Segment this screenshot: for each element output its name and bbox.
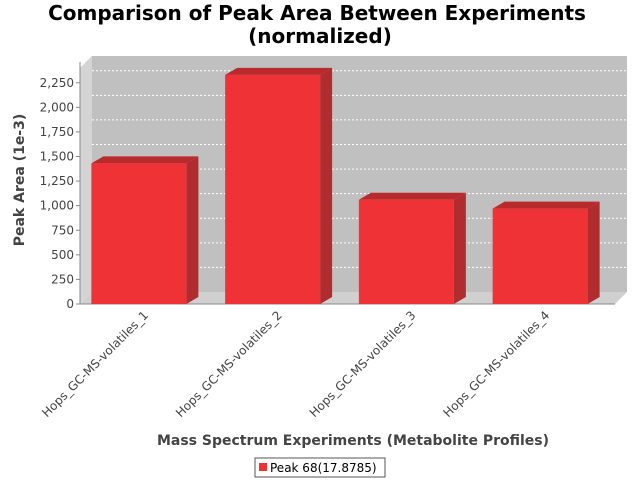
legend-swatch bbox=[259, 463, 267, 471]
y-tick-label: 2,250 bbox=[40, 76, 74, 90]
y-tick-label: 1,750 bbox=[40, 125, 74, 139]
x-tick-label: Hops_GC-MS-volatiles_4 bbox=[441, 308, 553, 420]
legend: Peak 68(17.8785) bbox=[254, 457, 386, 478]
chart-subtitle: (normalized) bbox=[248, 24, 392, 48]
legend-label: Peak 68(17.8785) bbox=[270, 461, 377, 475]
bar-side bbox=[453, 192, 466, 304]
y-tick-label: 1,500 bbox=[40, 150, 74, 164]
plot-area: 0 250 500 750 1,000 1,250 1,500 1,750 2,000 2,250… bbox=[39, 56, 627, 420]
legend-box bbox=[254, 457, 386, 478]
bar-top bbox=[358, 192, 466, 200]
bar bbox=[225, 74, 321, 304]
y-tick-label: 250 bbox=[51, 272, 74, 286]
bar-top bbox=[225, 67, 333, 75]
bar bbox=[492, 208, 588, 304]
bar-top bbox=[492, 201, 600, 209]
y-tick-label: 1,250 bbox=[40, 174, 74, 188]
bar-side bbox=[587, 201, 600, 304]
plot-side-wall bbox=[80, 56, 92, 304]
bar bbox=[358, 199, 454, 304]
y-tick-label: 0 bbox=[66, 297, 74, 311]
plot-floor bbox=[80, 292, 627, 304]
y-tick-label: 2,000 bbox=[40, 100, 74, 114]
y-tick-label: 750 bbox=[51, 223, 74, 237]
x-tick-label: Hops_GC-MS-volatiles_3 bbox=[307, 308, 419, 420]
y-axis-title: Peak Area (1e-3) bbox=[12, 114, 28, 247]
y-tick-label: 1,000 bbox=[40, 199, 74, 213]
chart-title: Comparison of Peak Area Between Experime… bbox=[48, 1, 586, 25]
x-axis-title: Mass Spectrum Experiments (Metabolite Pr… bbox=[157, 433, 549, 449]
bar-side bbox=[186, 156, 199, 304]
bar-side bbox=[320, 67, 333, 304]
bar bbox=[91, 163, 187, 304]
x-tick-label: Hops_GC-MS-volatiles_2 bbox=[173, 308, 285, 420]
bar-top bbox=[91, 156, 199, 164]
y-tick-label: 500 bbox=[51, 248, 74, 262]
x-tick-label: Hops_GC-MS-volatiles_1 bbox=[39, 308, 151, 420]
